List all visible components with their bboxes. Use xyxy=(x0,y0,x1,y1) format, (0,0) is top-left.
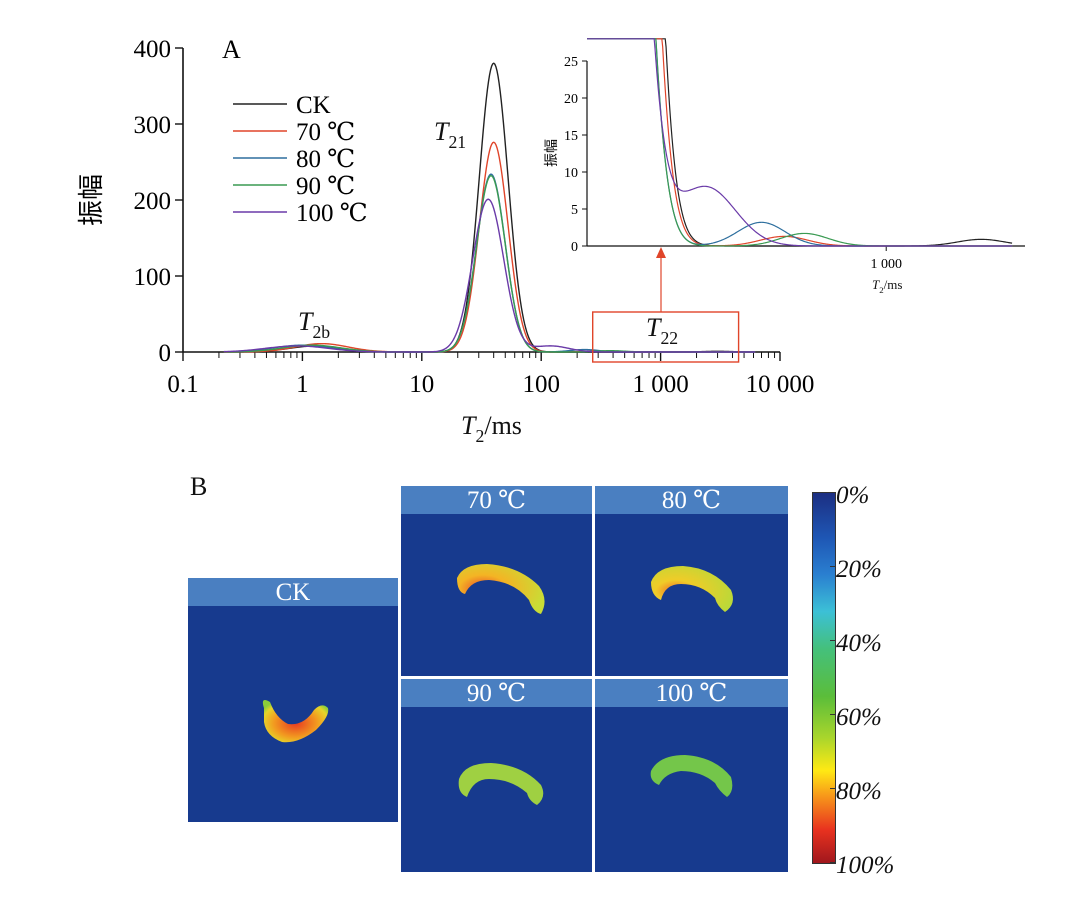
annotation-t22: T22 xyxy=(646,313,678,348)
y-tick-label: 100 xyxy=(134,264,172,291)
mri-label-100c: 100 ℃ xyxy=(595,679,788,707)
colorbar-tick xyxy=(830,640,836,641)
inset-series-line-t70 xyxy=(587,38,1013,247)
inset-y-tick-label: 0 xyxy=(571,240,578,255)
inset-x-axis-label: T2/ms xyxy=(872,277,902,295)
x-tick-label: 100 xyxy=(522,371,560,398)
annotation-t2b: T2b xyxy=(298,307,330,342)
inset-y-axis-label: 振幅 xyxy=(544,139,560,167)
inset-y-tick-label: 10 xyxy=(564,166,578,181)
colorbar-tick-label: 60% xyxy=(836,704,882,731)
panel-b-label: B xyxy=(190,472,208,501)
colorbar-tick xyxy=(830,714,836,715)
x-axis-label: T2/ms xyxy=(461,411,522,446)
inset-x-tick-label: 1 000 xyxy=(870,257,902,272)
mri-label-80c: 80 ℃ xyxy=(595,486,788,514)
inset-series-line-t90 xyxy=(587,38,1013,247)
legend-label-CK: CK xyxy=(296,92,331,119)
mri-label-ck: CK xyxy=(188,578,398,606)
colorbar-tick xyxy=(830,862,836,863)
sample-shape-80c xyxy=(651,566,733,612)
inset-y-tick-label: 20 xyxy=(564,92,578,107)
highlight-arrowhead xyxy=(656,247,666,258)
y-tick-label: 0 xyxy=(159,340,172,367)
x-tick-label: 0.1 xyxy=(167,371,198,398)
legend-label-t70: 70 ℃ xyxy=(296,119,355,146)
series-line-t100 xyxy=(223,198,756,353)
legend-label-t90: 90 ℃ xyxy=(296,173,355,200)
y-tick-label: 400 xyxy=(134,36,172,63)
y-axis-label: 振幅 xyxy=(77,174,107,226)
inset-series-line-t100 xyxy=(587,38,1013,247)
x-tick-label: 1 000 xyxy=(632,371,688,398)
highlight-box-t22 xyxy=(592,311,740,363)
mri-image-90c: 90 ℃ xyxy=(401,679,592,872)
inset-series-line-t80 xyxy=(587,38,1013,247)
annotation-t21: T21 xyxy=(434,117,466,152)
panel-a-label: A xyxy=(222,35,241,64)
y-tick-label: 300 xyxy=(134,112,172,139)
x-tick-label: 10 000 xyxy=(746,371,815,398)
inset-y-tick-label: 25 xyxy=(564,55,578,70)
inset-y-tick-label: 15 xyxy=(564,129,578,144)
mri-label-90c: 90 ℃ xyxy=(401,679,592,707)
legend-label-t100: 100 ℃ xyxy=(296,200,368,227)
mri-image-ck: CK xyxy=(188,578,398,822)
colorbar-tick xyxy=(830,788,836,789)
x-tick-label: 1 xyxy=(296,371,309,398)
colorbar-tick-label: 40% xyxy=(836,630,882,657)
mri-image-80c: 80 ℃ xyxy=(595,486,788,676)
mri-image-100c: 100 ℃ xyxy=(595,679,788,872)
colorbar xyxy=(812,492,836,864)
inset-y-tick-label: 5 xyxy=(571,203,578,218)
mri-label-70c: 70 ℃ xyxy=(401,486,592,514)
colorbar-tick-label: 80% xyxy=(836,778,882,805)
sample-shape-100c xyxy=(650,755,733,797)
inset-series-line-CK xyxy=(587,38,1013,247)
y-tick-label: 200 xyxy=(134,188,172,215)
colorbar-tick xyxy=(830,492,836,493)
x-tick-label: 10 xyxy=(409,371,434,398)
mri-image-70c: 70 ℃ xyxy=(401,486,592,676)
sample-shape-90c xyxy=(458,763,544,805)
colorbar-tick-label: 20% xyxy=(836,556,882,583)
colorbar-tick xyxy=(830,566,836,567)
legend-label-t80: 80 ℃ xyxy=(296,146,355,173)
colorbar-tick-label: 100% xyxy=(836,852,895,879)
sample-shape-70c xyxy=(457,564,545,614)
sample-shape-ck xyxy=(262,700,329,743)
colorbar-tick-label: 0% xyxy=(836,482,870,509)
